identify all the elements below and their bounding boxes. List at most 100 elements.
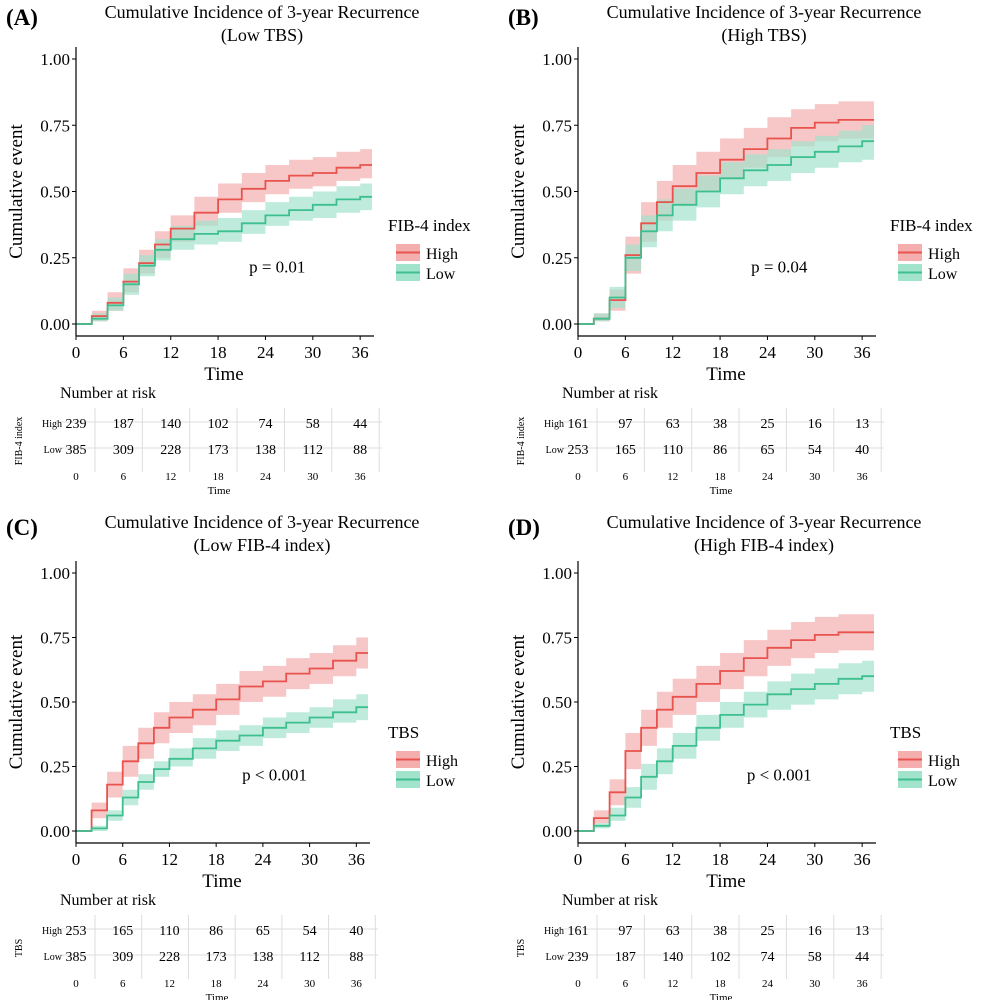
x-tick-label: 30 [304, 343, 321, 362]
risk-value: 63 [666, 924, 680, 939]
risk-x-tick: 18 [715, 471, 727, 483]
x-axis-title: Time [204, 364, 243, 385]
x-axis-title: Time [202, 871, 241, 892]
ci-band-low [578, 125, 874, 324]
x-tick-label: 12 [664, 850, 681, 869]
x-tick-label: 36 [352, 343, 369, 362]
risk-x-tick: 12 [164, 978, 175, 990]
y-tick-label: 0.50 [40, 693, 70, 712]
risk-value: 138 [255, 443, 276, 458]
series-line-high [76, 652, 368, 832]
legend-label-low: Low [426, 266, 456, 283]
chart-title: Cumulative Incidence of 3-year Recurrenc… [607, 512, 922, 532]
risk-value: 102 [208, 417, 229, 432]
p-value: p < 0.001 [242, 766, 307, 785]
y-axis-title: Cumulative event [6, 124, 27, 259]
x-tick-label: 6 [118, 850, 127, 869]
risk-value: 309 [112, 950, 133, 965]
risk-value: 54 [303, 924, 317, 939]
x-tick-label: 6 [119, 343, 128, 362]
risk-x-tick: 6 [121, 471, 127, 483]
legend-title: TBS [890, 723, 921, 742]
risk-value: 173 [208, 443, 229, 458]
ci-band-high [578, 101, 874, 325]
legend-title: TBS [388, 723, 419, 742]
risk-x-tick: 12 [667, 978, 678, 990]
risk-x-tick: 6 [623, 471, 629, 483]
risk-value: 54 [808, 443, 822, 458]
panel-c: (C) Cumulative Incidence of 3-year Recurr… [6, 512, 458, 1000]
p-value: p = 0.04 [751, 257, 808, 276]
risk-x-tick: 6 [623, 978, 629, 990]
risk-row-label-high: High [42, 419, 62, 430]
x-tick-label: 30 [301, 850, 318, 869]
risk-row-label-low: Low [44, 445, 63, 456]
risk-value: 40 [855, 443, 869, 458]
risk-value: 74 [760, 950, 774, 965]
x-tick-label: 36 [348, 850, 365, 869]
risk-value: 385 [66, 950, 87, 965]
risk-y-title: FIB-4 index [14, 417, 25, 466]
x-tick-label: 18 [208, 850, 225, 869]
risk-value: 112 [299, 950, 319, 965]
risk-value: 65 [256, 924, 270, 939]
risk-value: 16 [808, 924, 822, 939]
legend-label-low: Low [928, 266, 958, 283]
risk-x-tick: 36 [857, 471, 869, 483]
y-tick-label: 0.25 [542, 249, 572, 268]
panel-label: (C) [6, 515, 38, 540]
risk-value: 140 [662, 950, 683, 965]
chart-title: Cumulative Incidence of 3-year Recurrenc… [607, 2, 922, 22]
risk-x-tick: 30 [809, 471, 821, 483]
y-axis-title: Cumulative event [508, 124, 529, 259]
panel-a: (A) Cumulative Incidence of 3-year Recurr… [6, 2, 471, 497]
y-tick-label: 0.50 [40, 183, 70, 202]
risk-x-tick: 18 [213, 471, 225, 483]
chart-subtitle: (Low TBS) [221, 25, 303, 46]
risk-value: 40 [349, 924, 363, 939]
x-tick-label: 18 [712, 850, 729, 869]
risk-row-label-high: High [544, 926, 564, 937]
x-tick-label: 36 [854, 343, 871, 362]
risk-row-label-high: High [544, 419, 564, 430]
panel-d: (D) Cumulative Incidence of 3-year Recurr… [508, 512, 960, 1000]
y-tick-label: 0.25 [40, 249, 70, 268]
series-line-low [578, 675, 874, 832]
ci-band-low [578, 660, 874, 831]
y-axis-title: Cumulative event [508, 634, 529, 769]
p-value: p < 0.001 [747, 766, 812, 785]
risk-value: 239 [66, 417, 87, 432]
risk-x-tick: 24 [762, 978, 774, 990]
risk-x-tick: 6 [120, 978, 126, 990]
legend-title: FIB-4 index [890, 216, 973, 235]
ci-band-low [76, 183, 372, 324]
x-tick-label: 0 [574, 850, 583, 869]
legend-label-high: High [928, 753, 960, 770]
risk-x-title: Time [208, 485, 231, 497]
number-at-risk-title: Number at risk [562, 385, 658, 402]
risk-value: 88 [353, 443, 367, 458]
x-tick-label: 12 [664, 343, 681, 362]
risk-x-tick: 36 [351, 978, 363, 990]
risk-row-label-low: Low [44, 952, 63, 963]
risk-value: 140 [160, 417, 181, 432]
chart-subtitle: (High TBS) [721, 25, 806, 46]
risk-value: 86 [209, 924, 223, 939]
number-at-risk-title: Number at risk [562, 892, 658, 909]
ci-band-high [76, 637, 368, 831]
ci-band-high [578, 614, 874, 831]
y-tick-label: 0.00 [542, 315, 572, 334]
risk-value: 309 [113, 443, 134, 458]
number-at-risk-title: Number at risk [60, 892, 156, 909]
risk-x-tick: 30 [307, 471, 319, 483]
x-tick-label: 6 [621, 343, 630, 362]
chart-title: Cumulative Incidence of 3-year Recurrenc… [105, 2, 420, 22]
risk-value: 253 [568, 443, 589, 458]
x-tick-label: 12 [162, 343, 179, 362]
legend-title: FIB-4 index [388, 216, 471, 235]
y-tick-label: 0.75 [40, 629, 70, 648]
x-tick-label: 18 [712, 343, 729, 362]
x-tick-label: 18 [210, 343, 227, 362]
risk-value: 13 [855, 417, 869, 432]
x-tick-label: 24 [759, 343, 777, 362]
